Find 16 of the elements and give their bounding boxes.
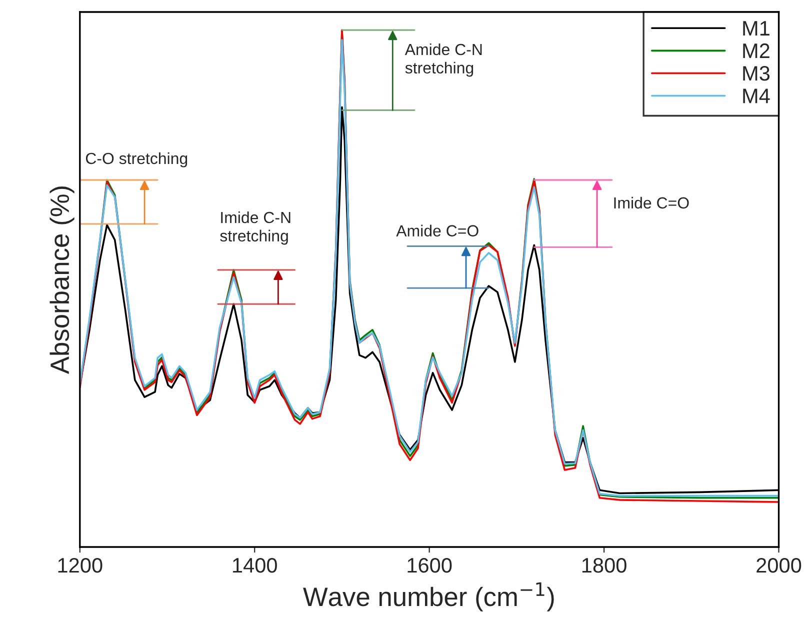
legend-label: M4 <box>743 88 770 104</box>
annotation: Imide C-N stretching <box>220 211 290 245</box>
x-tick-label: 1800 <box>582 558 626 573</box>
y-axis-title: Absorbance (%) <box>50 186 74 374</box>
legend-label: M3 <box>743 66 770 81</box>
x-tick-label: 1600 <box>408 558 452 573</box>
x-tick-label: 2000 <box>756 558 802 573</box>
annotation: Imide C=O <box>614 196 689 209</box>
annotation: C-O stretching <box>86 152 188 168</box>
x-tick-label: 1400 <box>233 558 277 573</box>
x-axis-title: Wave number (cm$^{−1}$) <box>303 582 554 612</box>
legend-label: M1 <box>743 21 770 36</box>
legend-label: M2 <box>743 43 770 58</box>
x-tick-label: 1200 <box>58 558 102 573</box>
annotation: Amide C=O <box>396 224 478 236</box>
annotation: Amide C-N stretching <box>404 43 482 77</box>
